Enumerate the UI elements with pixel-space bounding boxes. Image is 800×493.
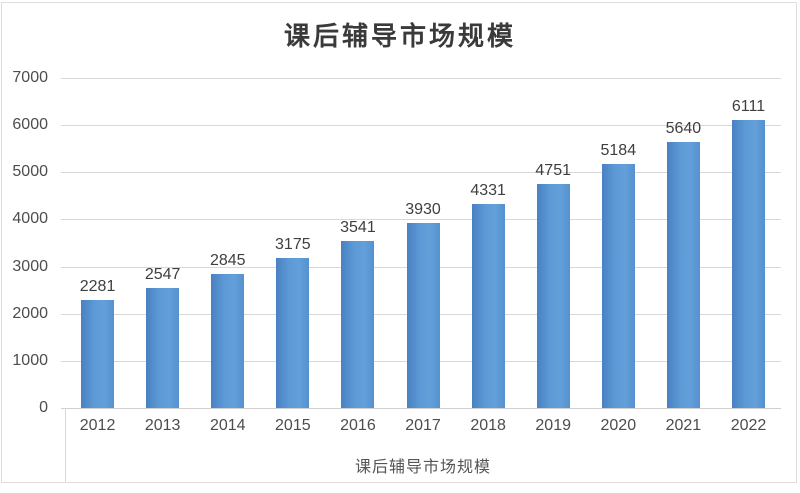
x-tick-label: 2012 [79, 417, 116, 434]
x-tick-label: 2017 [405, 417, 441, 434]
x-axis-line [61, 408, 781, 409]
y-tick-label: 5000 [12, 163, 48, 181]
bar-series: 2281 2547 2845 3175 3541 3930 4331 4751 5184 5640… [65, 78, 781, 408]
bar [731, 119, 765, 408]
gridline [61, 172, 781, 174]
x-tick-label: 2018 [470, 417, 506, 434]
x-axis-title: 课后辅导市场规模 [354, 459, 491, 476]
bar [601, 163, 635, 408]
bar-column: 3541 [325, 78, 390, 408]
plot-area: 2281 2547 2845 3175 3541 3930 4331 4751 5184 5640… [61, 78, 781, 409]
bar-value-label: 2845 [209, 251, 246, 269]
y-tick-label: 4000 [12, 210, 48, 228]
bar-column: 3930 [390, 78, 455, 408]
bar-value-label: 6111 [731, 97, 766, 115]
x-tick-label: 2021 [665, 417, 702, 434]
y-tick-label: 6000 [12, 116, 48, 134]
bar-column: 5184 [586, 78, 651, 408]
bar-column: 4331 [456, 78, 521, 408]
bar [146, 287, 180, 408]
x-tick-label: 2016 [340, 417, 376, 434]
y-tick-label: 2000 [12, 304, 48, 322]
bar-column: 2845 [195, 78, 260, 408]
bar [406, 222, 440, 408]
bar-column: 3175 [260, 78, 325, 408]
bar [211, 273, 245, 408]
bar-value-label: 4331 [470, 181, 506, 199]
bar-column: 5640 [651, 78, 716, 408]
gridline [61, 219, 781, 221]
bar [471, 203, 505, 408]
bar-value-label: 2547 [144, 265, 181, 283]
x-tick-label: 2019 [535, 417, 571, 434]
x-tick-label: 2022 [730, 417, 767, 434]
y-tick-label: 0 [39, 399, 48, 416]
bar-value-label: 3175 [275, 236, 311, 254]
x-tick-label: 2013 [144, 417, 181, 434]
bar-column: 2547 [130, 78, 195, 408]
bar-column: 2281 [65, 78, 130, 408]
bar [666, 142, 700, 408]
bar-column: 4751 [521, 78, 586, 408]
bar-value-label: 3541 [340, 219, 376, 237]
y-tick-label: 1000 [12, 351, 48, 369]
bar-value-label: 4751 [535, 162, 571, 180]
x-axis-labels: 2012 2013 2014 2015 2016 2017 2018 2019 2020 2021… [65, 417, 781, 435]
x-tick-label: 2020 [600, 417, 637, 434]
x-tick-label: 2014 [209, 417, 246, 434]
bar [536, 184, 570, 408]
y-tick-label: 3000 [12, 257, 48, 275]
chart-title: 课后辅导市场规模 [283, 21, 516, 51]
bar-value-label: 3930 [405, 200, 441, 218]
bar [341, 241, 375, 408]
bar [81, 300, 115, 408]
bar-value-label: 5640 [665, 120, 702, 138]
bar-column: 6111 [716, 78, 781, 408]
bar [276, 258, 310, 408]
gridline [61, 78, 781, 79]
gridline [61, 125, 781, 127]
y-tick-label: 7000 [12, 69, 48, 86]
bar-value-label: 5184 [600, 141, 637, 159]
x-tick-label: 2015 [275, 417, 311, 434]
bar-value-label: 2281 [79, 278, 116, 296]
axis-left-extension-line [65, 408, 66, 482]
